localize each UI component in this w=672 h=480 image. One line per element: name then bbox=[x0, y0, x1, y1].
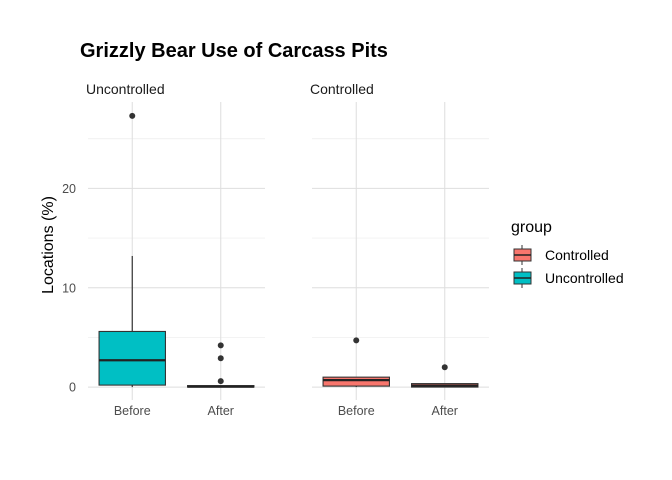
panel-label-uncontrolled: Uncontrolled bbox=[86, 81, 165, 97]
legend-label-controlled: Controlled bbox=[545, 247, 609, 263]
outlier-point-uncontrolled-after bbox=[217, 355, 224, 362]
outlier-point-controlled-before bbox=[353, 337, 360, 344]
y-tick-label: 10 bbox=[62, 281, 76, 295]
panel-label-controlled: Controlled bbox=[310, 81, 374, 97]
box-uncontrolled-before bbox=[98, 330, 166, 386]
y-axis-label: Locations (%) bbox=[40, 196, 57, 294]
box-controlled-before bbox=[322, 376, 390, 387]
y-tick-label: 20 bbox=[62, 182, 76, 196]
outlier-point-uncontrolled-after bbox=[217, 378, 224, 385]
outlier-point-controlled-after bbox=[441, 364, 448, 371]
plot-area: Before After Before After 0 10 20 bbox=[62, 102, 489, 418]
chart-title: Grizzly Bear Use of Carcass Pits bbox=[80, 40, 388, 62]
x-tick-label-after: After bbox=[432, 404, 458, 418]
outlier-point-uncontrolled-before bbox=[129, 112, 136, 119]
x-tick-label-before: Before bbox=[338, 404, 375, 418]
x-tick-label-before: Before bbox=[114, 404, 151, 418]
legend-label-uncontrolled: Uncontrolled bbox=[545, 270, 624, 286]
legend: Controlled Uncontrolled bbox=[513, 245, 624, 288]
outlier-point-uncontrolled-after bbox=[217, 342, 224, 349]
legend-title: group bbox=[511, 219, 552, 236]
y-tick-label: 0 bbox=[69, 381, 76, 395]
x-tick-label-after: After bbox=[208, 404, 234, 418]
